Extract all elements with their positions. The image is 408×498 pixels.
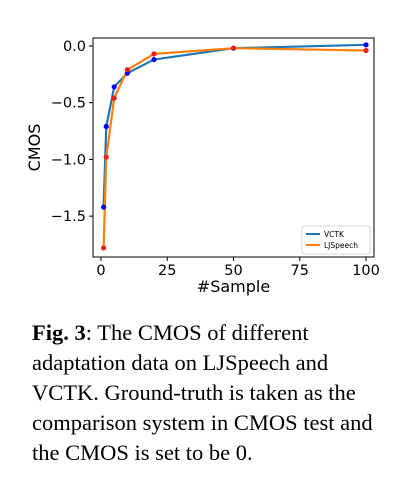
series-layer — [101, 42, 369, 251]
figure-caption: Fig. 3: The CMOS of different adaptation… — [32, 318, 382, 468]
data-point-ljspeech — [151, 51, 157, 57]
data-point-ljspeech — [103, 154, 109, 160]
series-line-ljspeech — [102, 47, 367, 248]
data-point-ljspeech — [101, 245, 107, 251]
data-point-vctk — [111, 84, 117, 90]
data-point-vctk — [101, 204, 107, 210]
data-point-vctk — [363, 42, 369, 48]
data-point-ljspeech — [111, 95, 117, 101]
x-tick-label: 0 — [96, 263, 105, 279]
series-line-vctk — [102, 43, 367, 208]
y-tick-label: −1.0 — [51, 152, 86, 168]
caption-text: : The CMOS of different adaptation data … — [32, 320, 373, 465]
plot-frame — [92, 37, 375, 258]
x-tick-label: 100 — [352, 263, 380, 279]
x-tick-label: 75 — [291, 263, 309, 279]
y-tick-label: 0.0 — [63, 39, 86, 55]
y-tick-label: −1.5 — [51, 209, 86, 225]
y-tick-label: −0.5 — [51, 96, 86, 112]
x-axis-label: #Sample — [197, 277, 270, 296]
x-tick-label: 25 — [158, 263, 176, 279]
data-point-ljspeech — [124, 67, 131, 73]
legend: VCTK LJSpeech — [301, 225, 371, 255]
x-axis-ticks: 0 25 50 75 100 — [96, 257, 380, 279]
data-point-ljspeech — [363, 47, 369, 54]
y-axis-label: CMOS — [25, 124, 44, 172]
cmos-chart: 0 25 50 75 100 0.0−0.5−1.0−1.5 #Sample CMOS … — [25, 37, 380, 296]
data-point-vctk — [151, 56, 157, 63]
legend-label-vctk: VCTK — [324, 230, 345, 239]
caption-label: Fig. 3 — [32, 320, 86, 345]
legend-label-ljspeech: LJSpeech — [324, 241, 358, 250]
data-point-ljspeech — [230, 45, 237, 51]
x-tick-label: 50 — [224, 263, 242, 279]
y-axis-ticks: 0.0 −0.5 −1.0 −1.5 — [51, 39, 93, 225]
data-point-vctk — [103, 123, 109, 130]
